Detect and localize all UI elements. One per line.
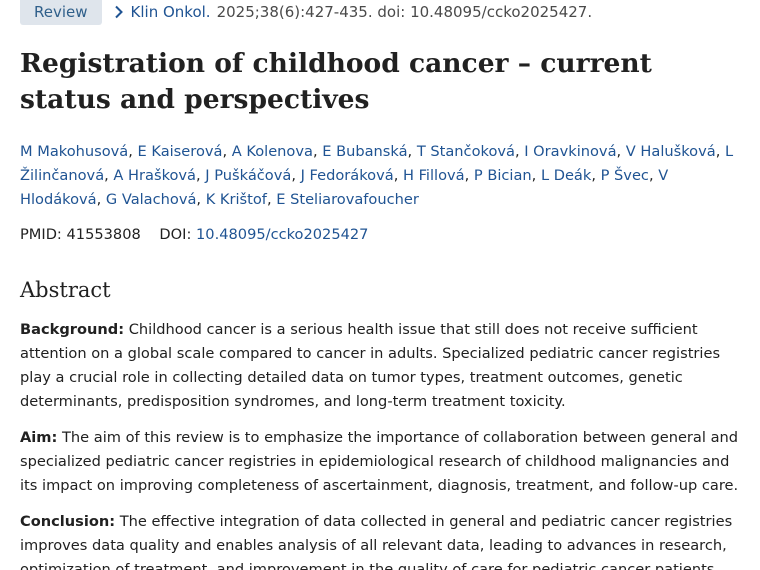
identifiers: PMID: 41553808 DOI: 10.48095/ccko2025427 [20,225,368,245]
author-separator: , [715,143,725,160]
author-link[interactable]: I Oravkinová [524,143,617,160]
author-separator: , [531,167,541,184]
author-separator: , [104,167,114,184]
pmid-label: PMID: [20,226,62,243]
author-link[interactable]: P Švec [600,167,649,184]
author-link[interactable]: M Makohusová [20,143,129,160]
author-separator: , [616,143,626,160]
author-link[interactable]: V Halušková [625,143,716,160]
article-meta-bar: Review Klin Onkol. 2025;38(6):427-435. d… [20,0,593,25]
author-link[interactable]: P Bician [473,167,532,184]
author-link[interactable]: E Kaiserová [137,143,223,160]
publication-type-badge: Review [20,0,102,25]
abstract-body: Background: Childhood cancer is a seriou… [20,318,740,570]
author-link[interactable]: L Žilinčanová [20,143,734,184]
author-link[interactable]: J Fedoráková [300,167,394,184]
author-separator: , [96,191,106,208]
abstract-section-label: Conclusion: [20,513,116,530]
author-separator: , [648,167,659,184]
author-link[interactable]: H Fillová [402,167,465,184]
chevron-right-icon[interactable] [113,5,125,19]
abstract-section-label: Aim: [20,429,58,446]
author-link[interactable]: T Stančoková [416,143,515,160]
abstract-section-text: The aim of this review is to emphasize t… [20,429,739,494]
author-link[interactable]: V Hlodáková [20,167,669,208]
doi-label: DOI: [159,226,192,243]
author-separator: , [312,143,323,160]
abstract-section-text: Childhood cancer is a serious health iss… [20,321,721,410]
citation: Klin Onkol. 2025;38(6):427-435. doi: 10.… [113,3,593,21]
abstract-heading: Abstract [20,278,111,302]
author-separator: , [407,143,417,160]
author-link[interactable]: E Bubanská [322,143,408,160]
doi-link[interactable]: 10.48095/ccko2025427 [196,226,369,243]
author-link[interactable]: E Steliarovafoucher [276,191,419,208]
author-list: M Makohusová, E Kaiserová, A Kolenova, E… [20,140,750,212]
pmid-value: 41553808 [66,226,141,243]
abstract-section-aim: Aim: The aim of this review is to emphas… [20,426,740,498]
author-separator: , [196,167,206,184]
abstract-section-label: Background: [20,321,125,338]
author-link[interactable]: A Hrašková [113,167,197,184]
author-separator: , [591,167,601,184]
author-separator: , [222,143,232,160]
author-separator: , [128,143,138,160]
author-link[interactable]: K Krištof [205,191,267,208]
abstract-section-text: The effective integration of data collec… [20,513,733,570]
author-separator: , [464,167,474,184]
author-link[interactable]: A Kolenova [231,143,313,160]
abstract-section-conclusion: Conclusion: The effective integration of… [20,510,740,570]
author-separator: , [514,143,525,160]
journal-link[interactable]: Klin Onkol. [130,3,211,21]
author-separator: , [291,167,301,184]
author-separator: , [393,167,403,184]
citation-details: 2025;38(6):427-435. doi: 10.48095/ccko20… [216,3,593,21]
author-link[interactable]: L Deák [540,167,592,184]
abstract-section-background: Background: Childhood cancer is a seriou… [20,318,740,414]
article-title: Registration of childhood cancer – curre… [20,48,652,115]
author-link[interactable]: J Puškáčová [205,167,292,184]
author-separator: , [196,191,206,208]
author-link[interactable]: G Valachová [105,191,197,208]
author-separator: , [266,191,277,208]
